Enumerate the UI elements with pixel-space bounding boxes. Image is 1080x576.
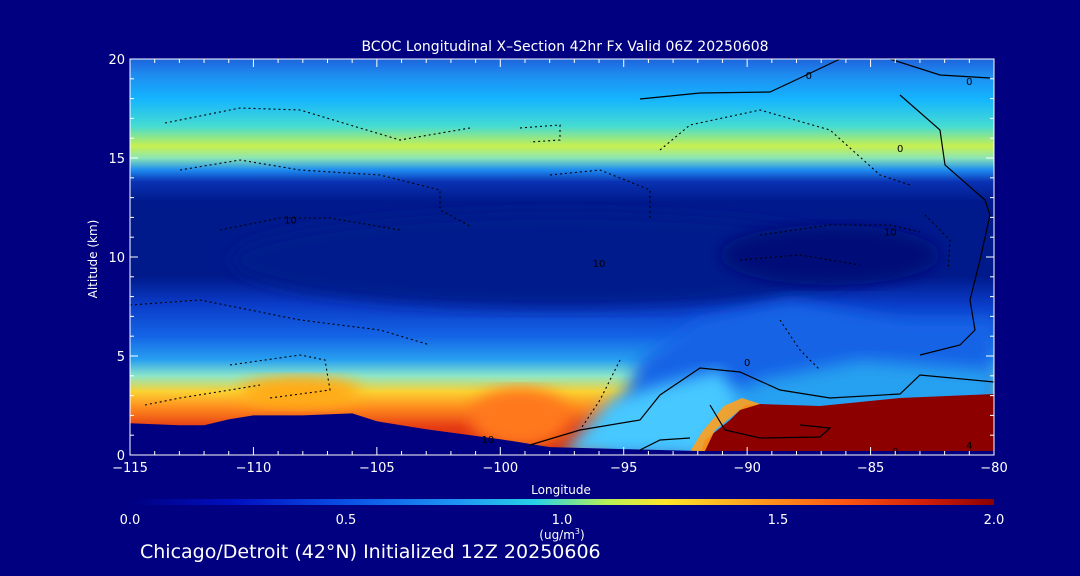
- colorbar: [130, 499, 994, 505]
- colorbar-tick-label: 2.0: [984, 513, 1005, 528]
- contour-label: 0: [806, 71, 812, 82]
- contour-label: 0: [966, 77, 972, 88]
- y-tick-label: 10: [108, 251, 125, 266]
- colorbar-unit-label: (ug/m3): [539, 527, 584, 542]
- colorbar-tick-label: 0.5: [336, 513, 357, 528]
- chart-title: BCOC Longitudinal X–Section 42hr Fx Vali…: [361, 39, 768, 55]
- x-tick-label: −115: [112, 461, 148, 476]
- x-tick-label: −80: [980, 461, 1007, 476]
- footer-caption: Chicago/Detroit (42°N) Initialized 12Z 2…: [140, 541, 601, 563]
- contour-lines: [529, 59, 994, 451]
- terrain-mask: [130, 413, 994, 455]
- y-axis: 0 5 10 15 20: [108, 53, 994, 464]
- contour-label: 10: [884, 227, 897, 238]
- colorbar-tick-label: 0.0: [120, 513, 141, 528]
- colorbar-tick-label: 1.0: [552, 513, 573, 528]
- x-tick-label: −95: [610, 461, 637, 476]
- contour-label: 10: [284, 215, 297, 226]
- contour-label: 0: [897, 144, 903, 155]
- y-tick-label: 0: [117, 449, 125, 464]
- x-axis-label: Longitude: [531, 483, 591, 497]
- y-axis-label: Altitude (km): [86, 220, 100, 299]
- x-axis: −115 −110 −105 −100 −95 −90 −85 −80: [112, 59, 1008, 476]
- x-tick-label: −110: [236, 461, 272, 476]
- y-tick-label: 5: [117, 350, 125, 365]
- colorbar-tick-label: 1.5: [768, 513, 789, 528]
- x-tick-label: −105: [359, 461, 395, 476]
- contour-lines-dotted: [130, 107, 951, 431]
- contour-label: 4: [966, 441, 972, 452]
- colorbar-ticks: 0.0 0.5 1.0 1.5 2.0: [120, 513, 1005, 528]
- contour-label: 10: [482, 435, 495, 446]
- concentration-field: [130, 59, 994, 455]
- contour-label: 10: [593, 259, 606, 270]
- x-tick-label: −90: [733, 461, 760, 476]
- y-tick-label: 20: [108, 53, 125, 68]
- contour-label: 0: [744, 358, 750, 369]
- x-tick-label: −100: [482, 461, 518, 476]
- y-tick-label: 15: [108, 152, 125, 167]
- x-tick-label: −85: [857, 461, 884, 476]
